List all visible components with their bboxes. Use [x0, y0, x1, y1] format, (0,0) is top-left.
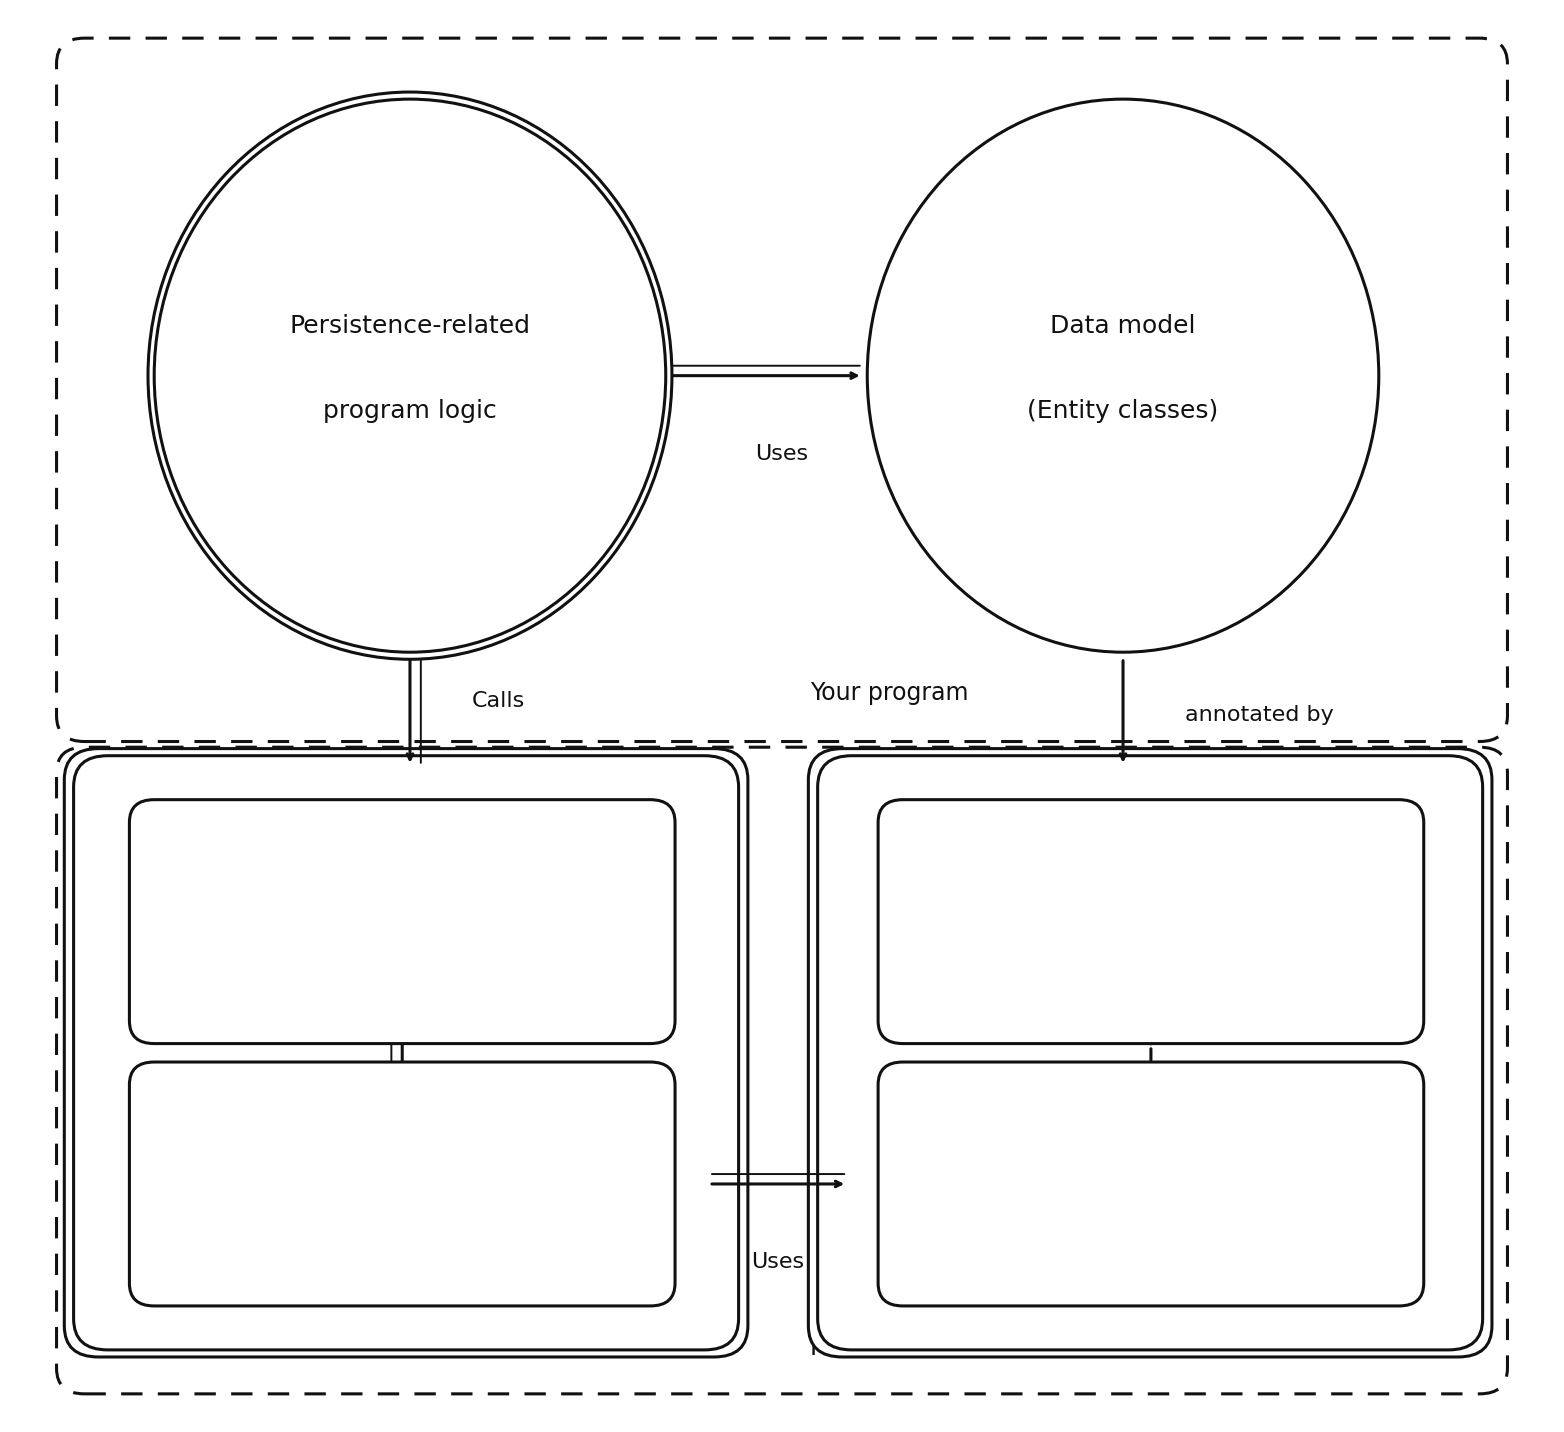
Text: Hibernate API: Hibernate API [321, 1130, 483, 1153]
FancyBboxPatch shape [877, 799, 1423, 1044]
Text: JPA API: JPA API [361, 868, 443, 891]
Text: annotated by: annotated by [1186, 706, 1334, 725]
FancyBboxPatch shape [64, 749, 748, 1358]
Text: Hibernate: Hibernate [1093, 1130, 1209, 1153]
FancyBboxPatch shape [130, 1063, 676, 1306]
Ellipse shape [149, 92, 673, 659]
FancyBboxPatch shape [877, 1063, 1423, 1306]
FancyBboxPatch shape [130, 799, 676, 1044]
Text: Uses: Uses [752, 1252, 805, 1272]
Text: annotations: annotations [1081, 1203, 1221, 1227]
Text: Data model: Data model [1051, 314, 1196, 338]
Text: extends: extends [480, 1042, 568, 1063]
Text: Session: Session [357, 1203, 447, 1227]
Text: Uses: Uses [755, 444, 809, 464]
Ellipse shape [868, 99, 1379, 652]
Ellipse shape [155, 99, 666, 652]
FancyBboxPatch shape [818, 756, 1483, 1350]
Text: program logic: program logic [324, 400, 497, 422]
Text: Your program: Your program [810, 680, 968, 705]
Text: (Entity classes): (Entity classes) [1028, 400, 1218, 422]
Text: Hibernate ORM: Hibernate ORM [810, 1336, 990, 1360]
Text: EntityManager: EntityManager [316, 941, 488, 965]
Text: Calls: Calls [472, 692, 526, 712]
FancyBboxPatch shape [74, 756, 738, 1350]
Text: JPA annotations: JPA annotations [1059, 909, 1243, 934]
Text: Persistence-related: Persistence-related [289, 314, 530, 338]
FancyBboxPatch shape [809, 749, 1492, 1358]
Text: augment: augment [1228, 1042, 1328, 1063]
